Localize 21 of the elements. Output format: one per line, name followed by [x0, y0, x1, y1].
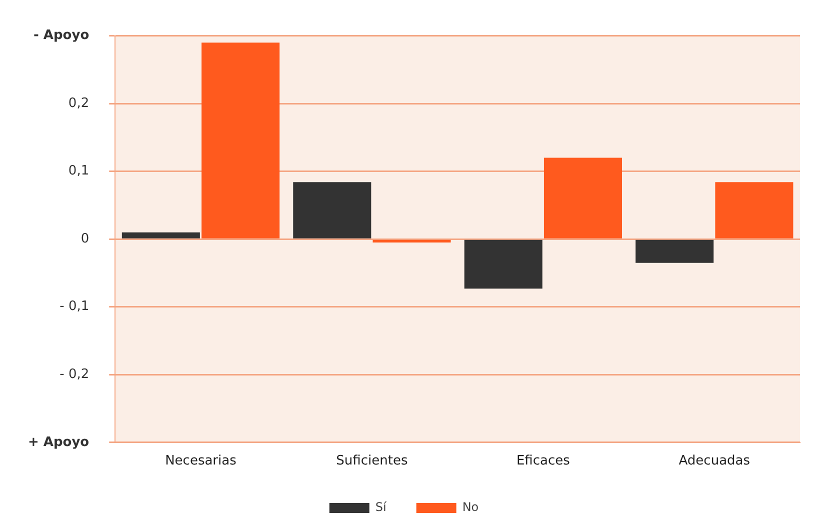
bar: [715, 182, 794, 238]
y-tick-label: 0,2: [68, 96, 90, 111]
bar: [293, 182, 372, 238]
x-tick-label: Necesarias: [165, 454, 237, 469]
bar: [122, 232, 200, 238]
x-tick-label: Adecuadas: [678, 454, 750, 469]
bar: [202, 42, 280, 238]
bar: [544, 158, 622, 238]
bar: [372, 240, 451, 242]
bar: [636, 240, 714, 263]
y-tick-label: 0: [80, 231, 90, 246]
bar: [464, 240, 542, 289]
x-tick-label: Suficientes: [336, 454, 408, 469]
x-tick-label: Eficaces: [516, 454, 570, 469]
y-tick-label: - 0,1: [60, 299, 90, 314]
y-tick-label: 0,1: [68, 164, 90, 179]
y-tick-label: + Apoyo: [28, 434, 90, 450]
legend-label: Sí: [375, 500, 387, 514]
y-tick-label: - 0,2: [60, 367, 90, 382]
legend-label: No: [462, 500, 479, 514]
y-tick-label: - Apoyo: [33, 28, 90, 44]
